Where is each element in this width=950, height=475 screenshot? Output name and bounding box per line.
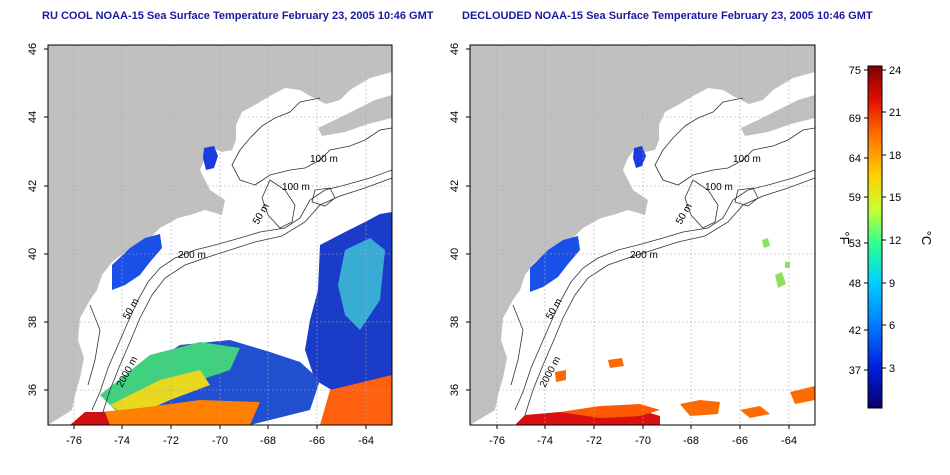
right-bathymetry-contours [510, 97, 815, 416]
right-map-title: DECLOUDED NOAA-15 Sea Surface Temperatur… [462, 10, 873, 22]
left-lat-tick-3: 42 [27, 180, 39, 192]
right-lon-tick-4: -68 [683, 435, 699, 447]
right-lat-tick-5: 46 [449, 43, 461, 55]
left-sst-offshore-cyan [338, 238, 385, 330]
right-tick-marks [466, 48, 790, 429]
left-bathymetry-contours [87, 97, 392, 416]
left-lon-tick-3: -70 [212, 435, 228, 447]
right-map: 100 m 100 m 50 m 200 m 50 m 2000 m -76 -… [449, 43, 816, 447]
left-lat-tick-1: 38 [27, 316, 39, 328]
right-sst-shelf-patch [530, 236, 580, 292]
right-lat-tick-0: 36 [449, 384, 461, 396]
right-lon-tick-5: -66 [732, 435, 748, 447]
temperature-colorbar: 75 69 64 59 53 48 42 37 24 21 18 15 12 9… [837, 65, 934, 409]
left-nova-scotia [318, 95, 392, 136]
colorbar-c-tick-3: 15 [889, 192, 901, 204]
left-sst-south-orange [90, 400, 260, 425]
colorbar-f-tick-3: 59 [849, 192, 861, 204]
colorbar-f-tick-0: 75 [849, 65, 861, 77]
left-lat-tick-2: 40 [27, 248, 39, 260]
colorbar-f-tick-7: 37 [849, 365, 861, 377]
right-lat-tick-2: 40 [449, 248, 461, 260]
left-sst-southeast-orange [320, 375, 392, 425]
colorbar-c-tick-1: 21 [889, 107, 901, 119]
colorbar-fahrenheit-label: °F [837, 231, 852, 244]
left-map: 100 m 100 m 50 m 200 m 50 m 2000 m -76 -… [27, 43, 393, 447]
left-lat-tick-5: 46 [27, 43, 39, 55]
right-lon-tick-1: -74 [537, 435, 553, 447]
right-lon-tick-6: -64 [781, 435, 797, 447]
colorbar-f-tick-4: 53 [849, 238, 861, 250]
colorbar-gradient [867, 65, 883, 409]
left-lon-tick-6: -64 [358, 435, 374, 447]
colorbar-f-tick-1: 69 [849, 113, 861, 125]
left-lon-tick-0: -76 [66, 435, 82, 447]
left-sst-gulf-of-maine-patch [203, 146, 218, 170]
right-lat-tick-1: 38 [449, 316, 461, 328]
right-contour-label-2: 100 m [705, 182, 733, 193]
right-lon-tick-3: -70 [635, 435, 651, 447]
left-sst-south-yellow [110, 370, 210, 418]
colorbar-c-tick-7: 3 [889, 363, 895, 375]
right-lat-tick-3: 42 [449, 180, 461, 192]
colorbar-f-tick-5: 48 [849, 278, 861, 290]
right-lon-tick-2: -72 [586, 435, 602, 447]
colorbar-celsius-label: °C [919, 231, 934, 246]
left-lon-tick-2: -72 [163, 435, 179, 447]
right-sst-green-spots [762, 238, 790, 288]
right-lon-tick-0: -76 [489, 435, 505, 447]
right-contour-label-1: 100 m [733, 154, 761, 165]
right-land-mass [470, 45, 815, 425]
left-sst-shelf-patch [112, 234, 162, 290]
left-sst-southwest-red [70, 412, 110, 425]
right-sst-south-orange [560, 404, 660, 418]
colorbar-c-tick-5: 9 [889, 278, 895, 290]
right-lat-tick-4: 44 [449, 111, 461, 123]
right-sst-orange-spots [555, 358, 815, 418]
right-nova-scotia [741, 95, 815, 136]
left-tick-marks [44, 48, 367, 429]
left-contour-label-1: 100 m [310, 154, 338, 165]
colorbar-c-tick-4: 12 [889, 235, 901, 247]
left-gridlines [48, 45, 392, 425]
colorbar-tick-marks [864, 69, 886, 371]
left-contour-label-2: 100 m [282, 182, 310, 193]
left-map-title: RU COOL NOAA-15 Sea Surface Temperature … [42, 10, 434, 22]
colorbar-c-tick-6: 6 [889, 320, 895, 332]
left-lon-tick-5: -66 [309, 435, 325, 447]
right-gridlines [470, 45, 815, 425]
colorbar-c-tick-0: 24 [889, 65, 901, 77]
left-lat-tick-4: 44 [27, 111, 39, 123]
left-lat-tick-0: 36 [27, 384, 39, 396]
left-land-mass [48, 45, 392, 425]
left-lon-tick-4: -68 [260, 435, 276, 447]
left-contour-label-4: 200 m [178, 250, 206, 261]
colorbar-f-tick-6: 42 [849, 325, 861, 337]
left-lon-tick-1: -74 [114, 435, 130, 447]
colorbar-c-tick-2: 18 [889, 150, 901, 162]
right-contour-label-4: 200 m [630, 250, 658, 261]
colorbar-f-tick-2: 64 [849, 153, 861, 165]
